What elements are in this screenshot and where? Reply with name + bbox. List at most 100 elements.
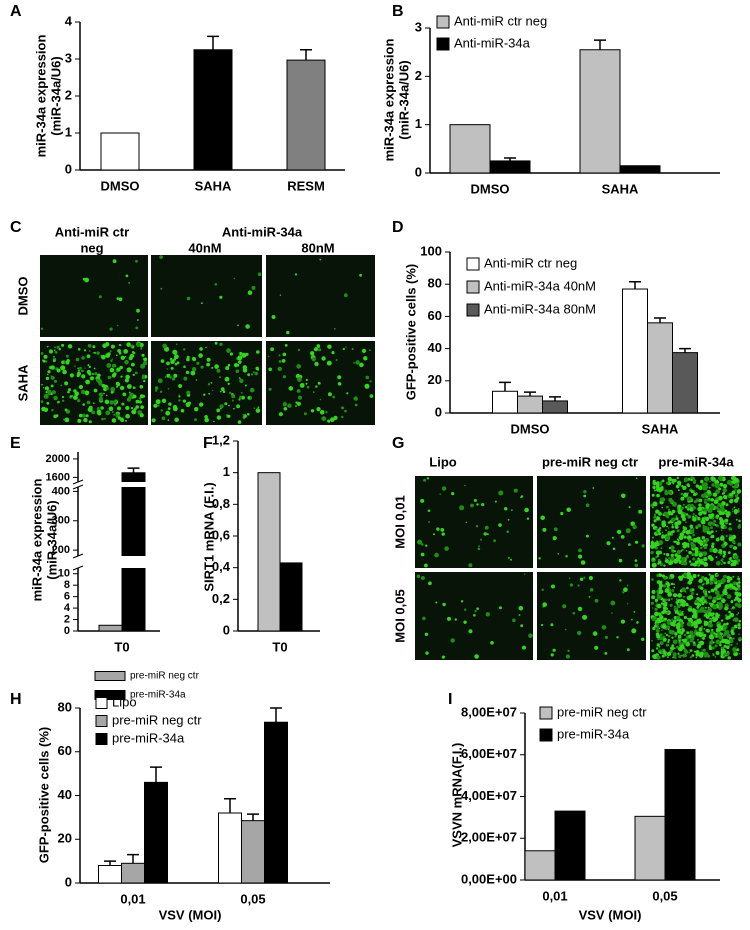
fluorescent-cell [663, 564, 666, 567]
fluorescent-cell [344, 409, 347, 413]
fluorescent-cell [42, 359, 46, 363]
fluorescent-cell [216, 415, 222, 420]
fluorescent-cell [720, 522, 723, 525]
fluorescent-cell [653, 515, 657, 519]
fluorescent-cell [140, 405, 145, 409]
fluorescent-cell [730, 559, 734, 563]
fluorescent-cell [247, 290, 253, 296]
fluorescent-cell [680, 492, 684, 496]
fluorescent-cell [702, 511, 707, 515]
fluorescent-cell [680, 556, 686, 562]
y-tick-label: 400 [52, 485, 70, 497]
fluorescent-cell [682, 595, 686, 598]
fluorescent-cell [198, 353, 203, 358]
fluorescent-cell [682, 525, 685, 528]
fluorescent-cell [174, 362, 178, 366]
fluorescent-cell [726, 579, 730, 583]
fluorescent-cell [658, 532, 662, 536]
fluorescent-cell [698, 498, 703, 503]
fluorescent-cell [711, 544, 713, 547]
fluorescent-cell [668, 491, 673, 495]
x-tick-label: T0 [272, 639, 287, 654]
fluorescent-cell [98, 396, 104, 402]
fluorescent-cell [454, 618, 457, 621]
fluorescent-cell [214, 364, 219, 369]
fluorescent-cell [113, 399, 117, 404]
fluorescent-cell [709, 504, 715, 510]
fluorescent-cell [631, 628, 637, 634]
fluorescent-cell [702, 525, 708, 531]
fluorescent-cell [286, 330, 290, 335]
fluorescent-cell [416, 574, 421, 579]
fluorescent-cell [288, 386, 294, 391]
fluorescent-cell [671, 501, 677, 507]
fluorescent-cell [77, 399, 81, 403]
fluorescent-cell [417, 539, 423, 545]
fluorescent-cell [730, 498, 734, 502]
fluorescent-cell [723, 648, 726, 651]
fluorescent-cell [242, 365, 247, 370]
fluorescent-cell [722, 638, 724, 641]
fluorescent-cell [652, 536, 654, 539]
fluorescent-cell [267, 355, 270, 358]
fluorescent-cell [251, 285, 256, 290]
fluorescent-cell [654, 611, 659, 617]
fluorescent-cell [690, 552, 693, 554]
fluorescent-cell [685, 513, 689, 516]
fluorescent-cell [477, 547, 481, 551]
fluorescent-cell [120, 418, 125, 422]
fluorescent-cell [710, 513, 715, 517]
fluorescent-cell [61, 399, 65, 402]
fluorescent-cell [334, 328, 336, 330]
fluorescent-cell [717, 536, 720, 539]
fluorescent-cell [578, 554, 583, 559]
fluorescent-cell [572, 611, 576, 615]
fluorescent-cell [420, 576, 425, 580]
fluorescent-cell [719, 536, 725, 541]
error-bar [127, 853, 139, 864]
fluorescent-cell [711, 616, 716, 620]
fluorescent-cell [708, 573, 711, 576]
panel-letter: E [10, 435, 21, 452]
fluorescent-cell [105, 353, 111, 358]
fluorescent-cell [97, 373, 101, 378]
fluorescent-cell [671, 618, 674, 621]
fluorescent-cell [709, 640, 714, 645]
fluorescent-cell [111, 358, 114, 360]
fluorescent-cell [170, 366, 174, 370]
fluorescent-cell [474, 654, 479, 659]
fluorescent-cell [220, 390, 222, 393]
fluorescent-cell [196, 361, 200, 365]
fluorescent-cell [709, 556, 714, 562]
fluorescent-cell [67, 390, 70, 394]
fluorescent-cell [238, 398, 241, 401]
x-tick-label: 0,05 [240, 891, 265, 906]
axis-break [80, 482, 158, 487]
fluorescent-cell [585, 534, 589, 538]
fluorescent-cell [115, 354, 118, 357]
fluorescent-cell [541, 588, 544, 591]
fluorescent-cell [85, 379, 90, 385]
fluorescent-cell [351, 347, 354, 351]
y-tick-label: 200 [52, 544, 70, 556]
fluorescent-cell [141, 353, 145, 357]
fluorescent-cell [651, 540, 653, 542]
fluorescent-cell [588, 596, 591, 598]
fluorescent-cell [577, 584, 580, 587]
fluorescent-cell [68, 388, 71, 392]
fluorescent-cell [726, 623, 729, 626]
micrograph [415, 572, 533, 660]
x-tick-label: DMSO [471, 181, 510, 196]
fluorescent-cell [655, 647, 659, 650]
fluorescent-cell [277, 366, 282, 372]
fluorescent-cell [668, 630, 672, 634]
fluorescent-cell [205, 346, 207, 349]
error-bar [150, 766, 162, 783]
fluorescent-cell [238, 377, 241, 379]
fluorescent-cell [668, 623, 670, 626]
fluorescent-cell [683, 615, 688, 620]
fluorescent-cell [186, 355, 190, 359]
fluorescent-cell [682, 503, 685, 506]
fluorescent-cell [685, 642, 690, 647]
fluorescent-cell [41, 383, 43, 386]
